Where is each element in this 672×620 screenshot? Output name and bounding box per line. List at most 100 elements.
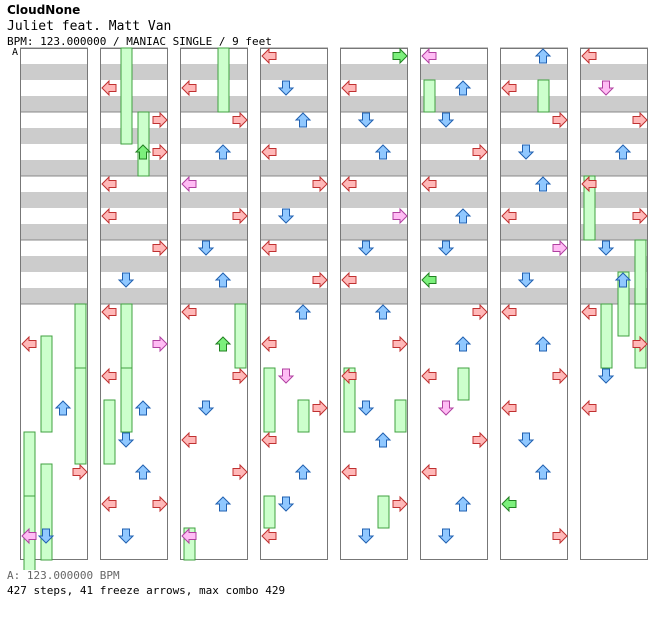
step-arrow: [134, 144, 152, 160]
step-arrow: [552, 367, 568, 385]
beat-stripe: [340, 160, 408, 176]
beat-stripe: [20, 128, 88, 144]
beat-stripe: [420, 144, 488, 160]
beat-stripe: [100, 224, 168, 240]
freeze-arrow: [263, 495, 276, 529]
step-arrow: [197, 400, 215, 416]
freeze-arrow: [120, 47, 133, 145]
step-arrow: [454, 208, 472, 224]
footer-bpm: A: 123.000000 BPM: [7, 569, 120, 582]
freeze-arrow: [120, 367, 133, 433]
beat-stripe: [20, 96, 88, 112]
beat-stripe: [260, 128, 328, 144]
freeze-arrow: [23, 431, 36, 497]
chart-column: [420, 47, 488, 560]
column-border: [500, 48, 568, 560]
freeze-arrow: [600, 303, 613, 369]
chart-column: [20, 47, 88, 560]
step-arrow: [421, 47, 437, 65]
beat-stripe: [500, 64, 568, 80]
chart-column: [500, 47, 568, 560]
step-arrow: [152, 495, 168, 513]
beat-stripe: [420, 128, 488, 144]
beat-stripe: [180, 224, 248, 240]
step-arrow: [392, 207, 408, 225]
beat-stripe: [100, 192, 168, 208]
step-arrow: [181, 175, 197, 193]
beat-stripe: [580, 176, 648, 192]
step-arrow: [232, 367, 248, 385]
beat-stripe: [180, 272, 248, 288]
step-arrow: [357, 400, 375, 416]
beat-stripe: [500, 144, 568, 160]
step-arrow: [117, 432, 135, 448]
beat-stripe: [420, 176, 488, 192]
beat-stripe: [500, 80, 568, 96]
step-arrow: [277, 80, 295, 96]
beat-stripe: [260, 272, 328, 288]
step-arrow: [421, 463, 437, 481]
freeze-arrow: [74, 367, 87, 465]
beat-stripe: [580, 96, 648, 112]
freeze-arrow: [377, 495, 390, 529]
step-arrow: [517, 272, 535, 288]
beat-stripe: [20, 112, 88, 128]
beat-stripe: [580, 80, 648, 96]
step-arrow: [437, 400, 455, 416]
step-arrow: [21, 527, 37, 545]
beat-stripe: [500, 96, 568, 112]
step-arrow: [181, 527, 197, 545]
beat-stripe: [420, 80, 488, 96]
step-arrow: [597, 240, 615, 256]
step-arrow: [134, 464, 152, 480]
column-border: [340, 48, 408, 560]
beat-stripe: [180, 80, 248, 96]
beat-stripe: [180, 144, 248, 160]
beat-stripe: [580, 128, 648, 144]
column-border: [420, 48, 488, 560]
step-arrow: [437, 528, 455, 544]
step-arrow: [261, 47, 277, 65]
beat-stripe: [500, 288, 568, 304]
column-border: [180, 48, 248, 560]
beat-stripe: [420, 256, 488, 272]
step-arrow: [54, 400, 72, 416]
step-arrow: [472, 431, 488, 449]
beat-stripe: [100, 80, 168, 96]
beat-stripe: [20, 48, 88, 64]
step-arrow: [101, 207, 117, 225]
chart-column: [100, 47, 168, 560]
freeze-arrow: [457, 367, 470, 401]
step-arrow: [341, 175, 357, 193]
step-arrow: [21, 335, 37, 353]
step-arrow: [101, 367, 117, 385]
step-arrow: [552, 527, 568, 545]
step-arrow: [534, 336, 552, 352]
step-arrow: [152, 335, 168, 353]
freeze-arrow: [103, 399, 116, 465]
step-arrow: [261, 431, 277, 449]
beat-stripe: [340, 288, 408, 304]
step-arrow: [374, 144, 392, 160]
beat-stripe: [340, 256, 408, 272]
step-arrow: [214, 144, 232, 160]
beat-stripe: [20, 192, 88, 208]
step-arrow: [101, 495, 117, 513]
beat-stripe: [260, 256, 328, 272]
step-arrow: [294, 464, 312, 480]
beat-stripe: [340, 272, 408, 288]
beat-stripe: [340, 128, 408, 144]
step-arrow: [341, 367, 357, 385]
beat-stripe: [180, 96, 248, 112]
step-arrow: [312, 399, 328, 417]
beat-stripe: [260, 80, 328, 96]
freeze-arrow: [263, 367, 276, 433]
beat-stripe: [260, 112, 328, 128]
step-arrow: [357, 240, 375, 256]
beat-stripe: [20, 176, 88, 192]
step-arrow: [472, 143, 488, 161]
beat-stripe: [100, 288, 168, 304]
beat-stripe: [500, 112, 568, 128]
beat-stripe: [20, 208, 88, 224]
step-arrow: [101, 303, 117, 321]
